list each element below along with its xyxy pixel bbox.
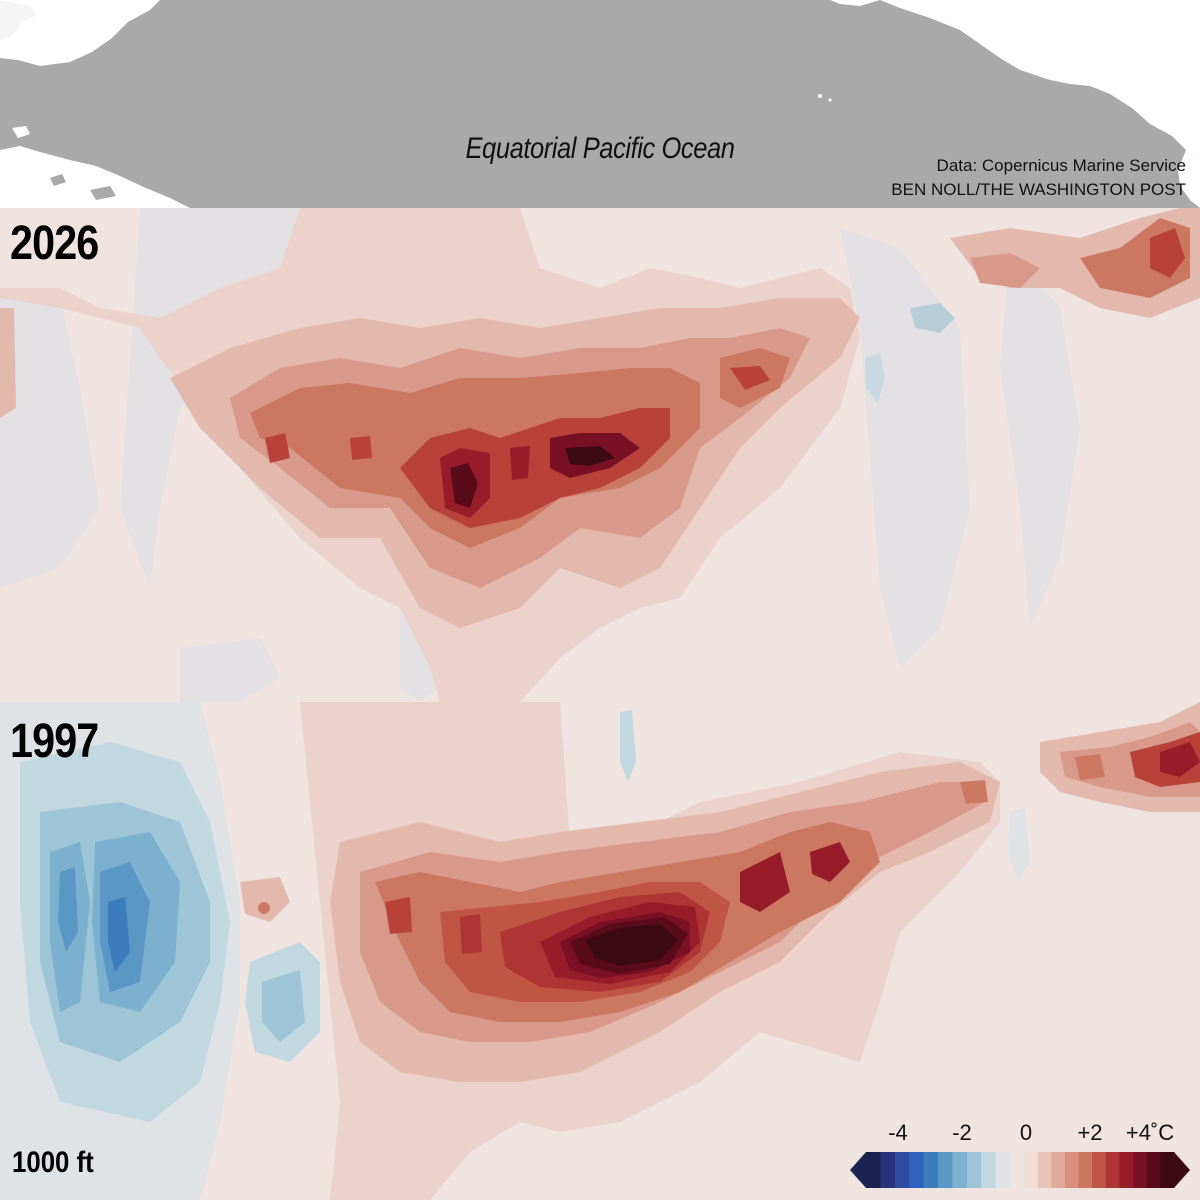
legend-colorbar: [850, 1152, 1190, 1188]
color-legend: -4 -2 0 +2 +4˚C: [850, 1120, 1190, 1190]
legend-swatch-cool: [909, 1152, 925, 1188]
legend-swatch-cool: [880, 1152, 896, 1188]
legend-swatch-cool: [938, 1152, 953, 1188]
legend-swatch-warm: [1078, 1152, 1093, 1188]
year-label-2026: 2026: [10, 217, 99, 270]
legend-swatch-cool: [894, 1152, 910, 1188]
legend-swatch-cool: [995, 1152, 1011, 1188]
landmass-outline: [0, 0, 1200, 208]
legend-min-arrow: [850, 1152, 866, 1188]
legend-swatch-warm: [1119, 1152, 1134, 1188]
legend-swatch-cool: [866, 1152, 881, 1188]
panel-2026: 2026: [0, 208, 1200, 702]
year-label-1997: 1997: [10, 715, 99, 768]
depth-label: 1000 ft: [12, 1146, 94, 1179]
legend-swatch-warm: [1037, 1152, 1052, 1188]
legend-swatch-cool: [981, 1152, 997, 1188]
legend-swatch-warm: [1105, 1152, 1120, 1188]
legend-swatch-warm: [1051, 1152, 1066, 1188]
legend-swatch-cool: [952, 1152, 968, 1188]
legend-swatch-cool: [923, 1152, 939, 1188]
legend-tick-minus2: -2: [952, 1120, 972, 1145]
legend-swatch-warm: [1092, 1152, 1107, 1188]
legend-max-arrow: [1174, 1152, 1190, 1188]
legend-tick-plus4: +4˚C: [1125, 1120, 1175, 1145]
legend-swatch-warm: [1064, 1152, 1080, 1188]
panel-1997: 1997: [0, 702, 1200, 1200]
pacific-basemap: Equatorial Pacific Ocean Data: Copernicu…: [0, 0, 1200, 208]
legend-tick-plus2: +2: [1077, 1120, 1103, 1145]
legend-swatch-warm: [1133, 1152, 1148, 1188]
ocean-label: Equatorial Pacific Ocean: [465, 132, 735, 165]
temperature-anomaly-2026: [0, 208, 1200, 702]
temperature-anomaly-1997: [0, 702, 1200, 1200]
credit-block: Data: Copernicus Marine Service BEN NOLL…: [891, 154, 1186, 202]
legend-swatch-warm: [1160, 1152, 1175, 1188]
credit-author: BEN NOLL/THE WASHINGTON POST: [891, 180, 1186, 199]
legend-swatch-warm: [1146, 1152, 1161, 1188]
legend-tick-minus4: -4: [888, 1120, 908, 1145]
legend-tick-zero: 0: [1019, 1120, 1033, 1145]
legend-swatch-warm: [1024, 1152, 1039, 1188]
legend-swatch-cool: [966, 1152, 982, 1188]
credit-source: Data: Copernicus Marine Service: [936, 156, 1186, 175]
